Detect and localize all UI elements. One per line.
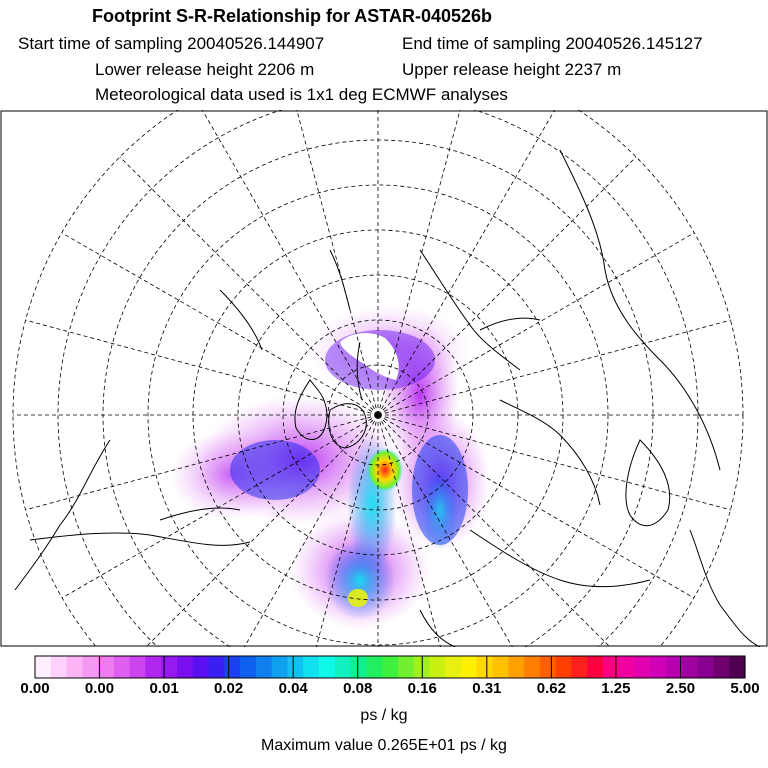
- color-scale-tick-label: 0.31: [472, 680, 502, 697]
- color-swatch: [161, 656, 178, 678]
- color-scale-tick-label: 0.62: [536, 680, 566, 697]
- color-swatch: [555, 656, 573, 678]
- color-scale-tick-label: 0.00: [84, 680, 115, 697]
- color-swatch: [35, 656, 52, 678]
- color-scale-tick-label: 2.50: [665, 680, 696, 697]
- color-swatch: [618, 656, 636, 678]
- color-swatch: [334, 656, 352, 678]
- color-scale-tick-label: 0.02: [214, 680, 244, 697]
- color-scale-tick-label: 0.01: [149, 680, 179, 697]
- color-swatch: [224, 656, 241, 678]
- color-swatch: [366, 656, 383, 678]
- color-scale-tick-label: 0.08: [343, 680, 373, 697]
- color-swatch: [66, 656, 83, 678]
- color-swatch: [508, 656, 525, 678]
- color-swatch: [129, 656, 147, 678]
- polar-footprint-map: [0, 110, 768, 647]
- color-swatch: [192, 656, 210, 678]
- color-scale-tick-label: 5.00: [730, 680, 760, 697]
- color-scale-tick-label: 1.25: [601, 680, 631, 697]
- plot-title: Footprint S-R-Relationship for ASTAR-040…: [92, 6, 493, 26]
- color-swatch: [650, 656, 667, 678]
- color-swatch: [539, 656, 557, 678]
- color-scale-frame: [34, 655, 746, 679]
- start-time-label: Start time of sampling 20040526.144907: [18, 34, 325, 53]
- coastlines: [14, 149, 761, 647]
- color-swatch: [145, 656, 162, 678]
- color-swatch: [350, 656, 367, 678]
- color-swatch: [240, 656, 257, 678]
- color-swatch: [713, 656, 730, 678]
- color-swatch: [429, 656, 446, 678]
- color-scale-bar: [34, 655, 746, 679]
- color-swatch: [666, 656, 683, 678]
- color-swatch: [729, 656, 746, 678]
- color-swatch: [287, 656, 304, 678]
- color-swatch: [603, 656, 620, 678]
- color-swatch: [113, 656, 131, 678]
- color-swatch: [271, 656, 289, 678]
- color-swatch: [697, 656, 715, 678]
- color-swatch: [461, 656, 478, 678]
- upper-height-label: Upper release height 2237 m: [402, 60, 622, 79]
- met-data-label: Meteorological data used is 1x1 deg ECMW…: [95, 85, 508, 104]
- lower-height-label: Lower release height 2206 m: [95, 60, 315, 79]
- color-scale-tick-label: 0.04: [278, 680, 308, 697]
- color-swatch: [208, 656, 225, 678]
- color-swatch: [303, 656, 320, 678]
- max-value-label: Maximum value 0.265E+01 ps / kg: [261, 737, 507, 754]
- end-time-label: End time of sampling 20040526.145127: [402, 34, 703, 53]
- color-swatch: [177, 656, 194, 678]
- color-swatch: [82, 656, 99, 678]
- color-swatch: [524, 656, 541, 678]
- color-swatch: [98, 656, 115, 678]
- color-swatch: [634, 656, 651, 678]
- color-swatch: [397, 656, 415, 678]
- color-scale-tick-label: 0.00: [20, 680, 50, 697]
- color-swatch: [445, 656, 462, 678]
- color-swatch: [492, 656, 509, 678]
- graticule: [12, 110, 744, 647]
- color-swatch: [319, 656, 336, 678]
- unit-label: ps / kg: [360, 707, 408, 724]
- color-swatch: [255, 656, 273, 678]
- footprint-field: [170, 305, 490, 630]
- color-swatch: [587, 656, 604, 678]
- color-swatch: [476, 656, 494, 678]
- color-swatch: [382, 656, 399, 678]
- color-swatch: [50, 656, 68, 678]
- color-swatch: [681, 656, 699, 678]
- color-scale-tick-label: 0.16: [407, 680, 437, 697]
- color-swatch: [571, 656, 588, 678]
